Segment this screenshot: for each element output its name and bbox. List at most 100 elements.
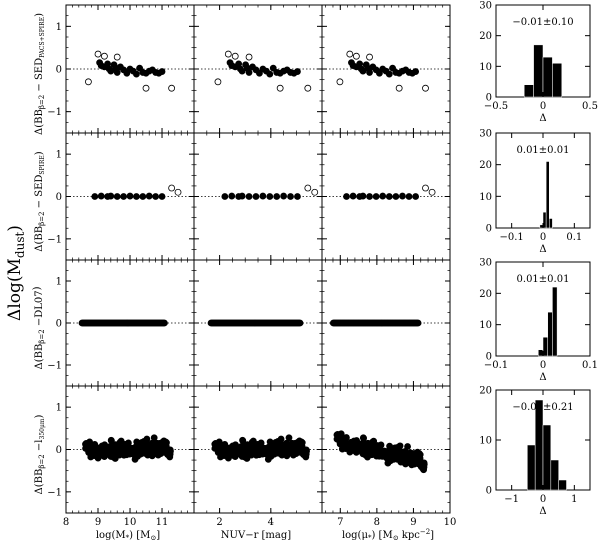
- data-point: [97, 192, 105, 200]
- hist-bar: [542, 336, 548, 357]
- main-ylabel-sub: dust: [13, 232, 27, 259]
- hist-ytick-label: 30: [479, 258, 492, 269]
- data-point: [123, 441, 131, 449]
- panel-r2-nuvr: [193, 259, 323, 387]
- hist-xlabel: Δ: [539, 113, 546, 124]
- data-point: [120, 193, 128, 200]
- ytick-label: 0: [56, 192, 62, 203]
- data-point-open: [168, 184, 176, 192]
- data-point: [370, 437, 378, 445]
- data-point: [131, 455, 139, 463]
- data-point: [82, 440, 90, 447]
- data-point: [389, 446, 396, 454]
- hist-stat-label: 0.01±0.01: [517, 274, 570, 285]
- row-label-main: Δ(BB: [34, 469, 45, 495]
- row-label-close: ): [34, 414, 45, 418]
- data-point: [226, 444, 234, 452]
- data-point: [294, 68, 301, 75]
- ytick-label: −1: [47, 107, 62, 118]
- row-labels: Δ(BBβ=2 − SEDPACS+SPIRE)Δ(BBβ=2 − SEDSPI…: [32, 13, 46, 495]
- data-point: [152, 193, 160, 200]
- data-point: [280, 192, 288, 200]
- row-label-main: Δ(BB: [34, 109, 45, 135]
- row-label-close: ): [34, 13, 45, 17]
- hist-xtick-label: −0.1: [484, 360, 508, 371]
- hist-bar: [550, 459, 559, 491]
- data-point: [239, 436, 246, 444]
- xlabel-mass-unit-sub: ⊙: [150, 534, 156, 542]
- data-point: [136, 441, 143, 449]
- row-label-rest: − SED: [34, 58, 45, 95]
- data-point: [269, 441, 277, 449]
- data-point: [159, 445, 167, 453]
- data-point: [352, 448, 360, 456]
- data-point: [379, 192, 387, 200]
- data-point-open: [214, 78, 222, 86]
- row-label-main: Δ(BB: [34, 226, 45, 252]
- data-point-open: [304, 84, 312, 92]
- ytick-label: 1: [56, 403, 62, 414]
- data-point: [216, 449, 224, 457]
- hist-bar: [542, 424, 552, 491]
- hist-xtick-label: 0.1: [566, 232, 582, 243]
- xlabel-nuvr: NUV−r [mag]: [221, 530, 291, 541]
- panel-r3-mass: −1 0 1 8 9 10 11: [47, 385, 195, 528]
- hist-ytick-label: 30: [479, 1, 492, 12]
- data-point: [145, 192, 153, 200]
- data-point: [228, 192, 236, 200]
- data-point: [158, 68, 166, 75]
- data-point: [150, 444, 158, 452]
- xtick-label: 9: [95, 517, 101, 528]
- data-point: [252, 193, 260, 200]
- xlabel-mu-sub: *: [368, 534, 372, 542]
- data-point: [381, 448, 389, 455]
- data-point: [256, 441, 264, 449]
- data-point: [399, 192, 406, 200]
- data-point: [238, 192, 246, 200]
- data-point: [121, 447, 129, 455]
- data-point: [359, 450, 367, 458]
- data-point: [89, 442, 97, 449]
- data-point-open: [336, 78, 344, 86]
- row-label-sub: β=2: [38, 212, 46, 226]
- hist-ytick-label: 20: [479, 386, 492, 397]
- data-point: [287, 193, 294, 200]
- data-point: [277, 435, 285, 443]
- data-point: [259, 192, 267, 200]
- data-point: [402, 460, 409, 468]
- data-point: [266, 193, 274, 200]
- xtick-label: 4: [268, 517, 274, 528]
- data-point-open: [142, 84, 150, 92]
- row-label-sub: β=2: [38, 454, 46, 468]
- hist-xtick-label: −0.5: [484, 101, 508, 112]
- data-point-open: [304, 184, 312, 192]
- hist-bar: [558, 479, 567, 491]
- data-point: [334, 431, 342, 438]
- data-point: [283, 452, 291, 460]
- data-point: [241, 445, 249, 453]
- data-point: [110, 445, 117, 453]
- row-label-sub: β=2: [38, 95, 46, 109]
- hist-xlabel: Δ: [539, 506, 546, 517]
- ytick-label: 1: [56, 22, 62, 33]
- row-label-rest: −l: [34, 439, 45, 454]
- data-point: [295, 445, 303, 453]
- data-point: [100, 453, 108, 460]
- row-label-sub: β=2: [38, 329, 46, 343]
- data-point: [273, 193, 281, 200]
- xlabel-mu-close: ]: [430, 530, 434, 541]
- xlabel-mass-sub: *: [126, 534, 130, 542]
- data-point: [413, 456, 421, 464]
- data-point: [376, 443, 384, 450]
- data-point: [107, 453, 115, 460]
- hist-bar: [549, 218, 553, 229]
- panel-r1-mass: −1 0 1: [47, 132, 195, 261]
- data-point-open: [352, 52, 360, 60]
- hist-xtick-label: −0.1: [500, 232, 524, 243]
- data-point: [385, 70, 393, 78]
- data-point: [238, 453, 246, 460]
- data-point: [245, 193, 253, 200]
- hist-ytick-label: 30: [479, 129, 492, 140]
